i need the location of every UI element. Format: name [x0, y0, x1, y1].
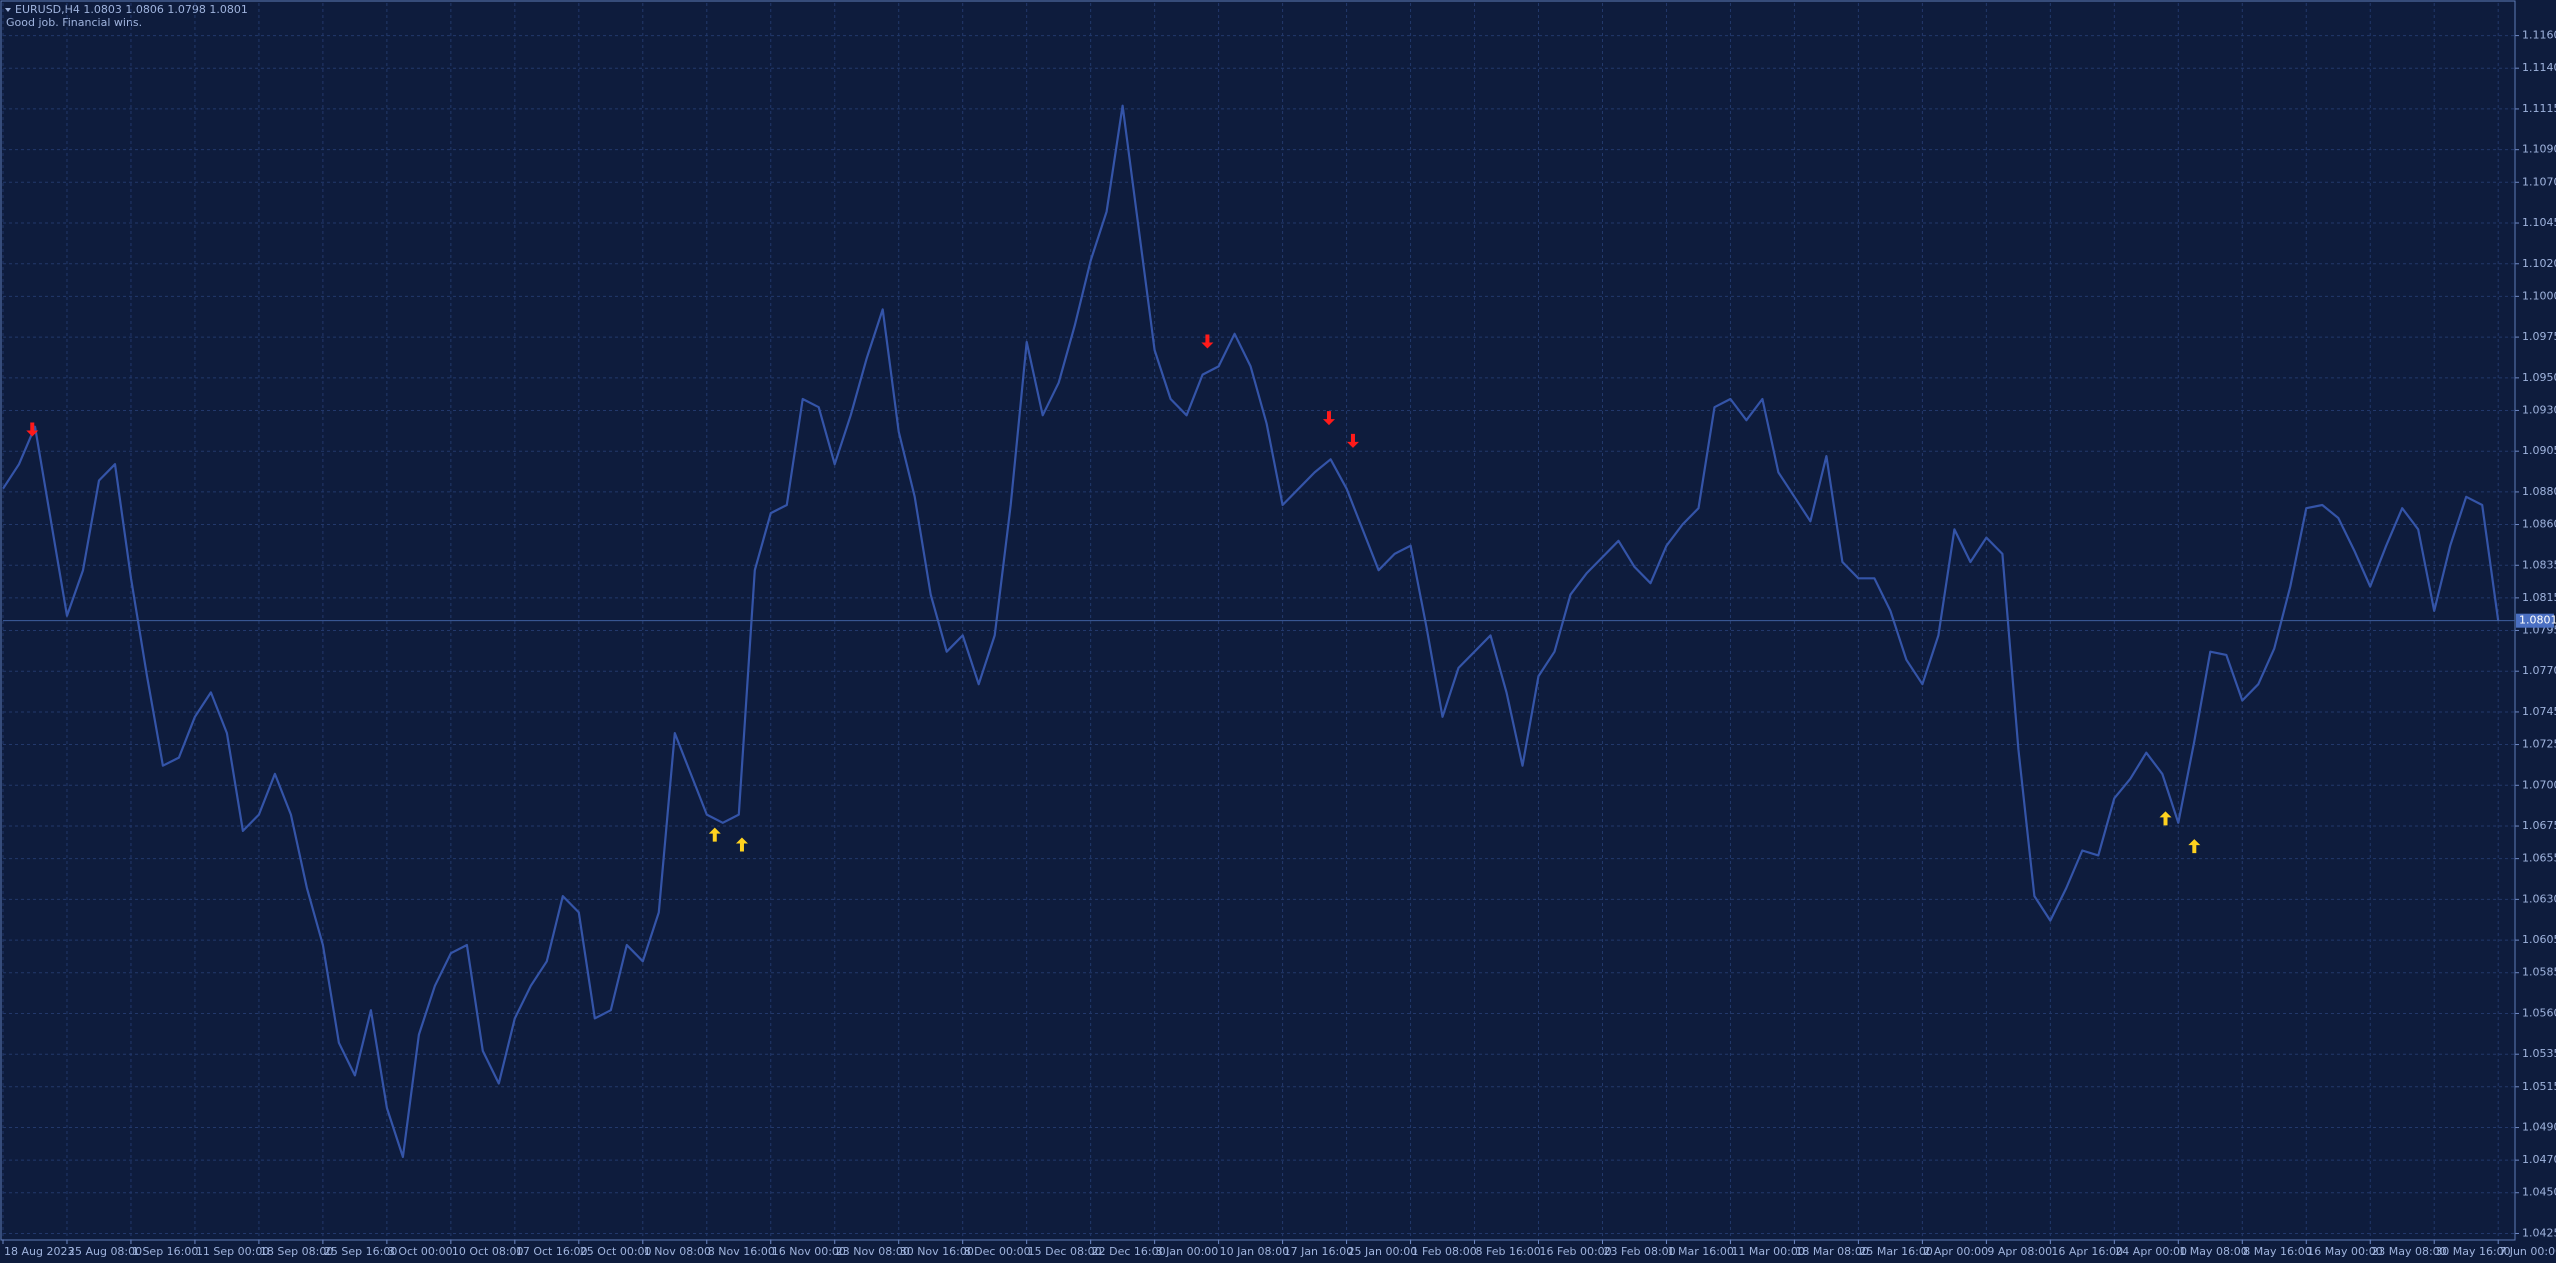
y-tick-label: 1.0950: [2522, 371, 2556, 384]
x-tick-label: 11 Mar 00:00: [1731, 1245, 1804, 1258]
x-tick-label: 22 Dec 16:00: [1092, 1245, 1166, 1258]
x-tick-label: 2 Apr 00:00: [1923, 1245, 1988, 1258]
x-tick-label: 7 Jun 00:00: [2499, 1245, 2556, 1258]
y-tick-label: 1.0675: [2522, 819, 2556, 832]
y-tick-label: 1.0815: [2522, 591, 2556, 604]
x-tick-label: 9 Apr 08:00: [1987, 1245, 2052, 1258]
current-price-box: [2516, 613, 2554, 628]
y-tick-label: 1.1020: [2522, 257, 2556, 270]
chart-subtitle: Good job. Financial wins.: [6, 16, 142, 29]
x-tick-label: 16 Nov 00:00: [772, 1245, 846, 1258]
y-tick-label: 1.0630: [2522, 892, 2556, 905]
x-tick-label: 1 May 08:00: [2179, 1245, 2247, 1258]
x-tick-label: 30 Nov 16:00: [900, 1245, 974, 1258]
y-tick-label: 1.0560: [2522, 1006, 2556, 1019]
x-tick-label: 17 Oct 16:00: [516, 1245, 588, 1258]
x-tick-label: 3 Jan 00:00: [1156, 1245, 1219, 1258]
y-tick-label: 1.0725: [2522, 738, 2556, 751]
x-tick-label: 8 Dec 00:00: [964, 1245, 1031, 1258]
x-tick-label: 25 Jan 00:00: [1348, 1245, 1418, 1258]
x-tick-label: 24 Apr 00:00: [2115, 1245, 2187, 1258]
sell-arrow: [1322, 411, 1335, 426]
x-tick-label: 17 Jan 16:00: [1284, 1245, 1354, 1258]
y-tick-label: 1.0745: [2522, 705, 2556, 718]
buy-arrow: [2188, 839, 2201, 854]
y-tick-label: 1.1115: [2522, 102, 2556, 115]
x-tick-label: 18 Sep 08:00: [260, 1245, 333, 1258]
y-tick-label: 1.0535: [2522, 1047, 2556, 1060]
x-tick-label: 3 Oct 00:00: [388, 1245, 453, 1258]
sell-arrow: [26, 422, 39, 437]
x-tick-label: 1 Nov 08:00: [644, 1245, 711, 1258]
y-tick-label: 1.0605: [2522, 933, 2556, 946]
grid: [2, 3, 2515, 1240]
y-tick-label: 1.1045: [2522, 216, 2556, 229]
y-tick-label: 1.1070: [2522, 175, 2556, 188]
x-tick-label: 8 Nov 16:00: [708, 1245, 775, 1258]
x-tick-label: 10 Oct 08:00: [452, 1245, 524, 1258]
sell-arrow: [1346, 433, 1359, 448]
x-tick-label: 23 May 08:00: [2371, 1245, 2446, 1258]
x-tick-label: 25 Sep 16:00: [324, 1245, 397, 1258]
y-tick-label: 1.0490: [2522, 1121, 2556, 1134]
x-tick-label: 23 Nov 08:00: [836, 1245, 910, 1258]
x-tick-label: 16 Apr 16:00: [2051, 1245, 2123, 1258]
x-tick-label: 1 Feb 08:00: [1412, 1245, 1477, 1258]
y-tick-label: 1.0975: [2522, 330, 2556, 343]
y-tick-label: 1.1140: [2522, 61, 2556, 74]
y-tick-label: 1.0425: [2522, 1226, 2556, 1239]
x-tick-label: 8 May 16:00: [2243, 1245, 2311, 1258]
y-tick-label: 1.0860: [2522, 518, 2556, 531]
x-tick-label: 11 Sep 00:00: [196, 1245, 269, 1258]
x-tick-label: 25 Mar 16:00: [1859, 1245, 1932, 1258]
title-toggle[interactable]: [5, 8, 11, 12]
y-tick-label: 1.0835: [2522, 558, 2556, 571]
y-tick-label: 1.0905: [2522, 444, 2556, 457]
x-tick-label: 18 Mar 08:00: [1795, 1245, 1868, 1258]
y-tick-label: 1.0450: [2522, 1186, 2556, 1199]
y-tick-label: 1.1000: [2522, 289, 2556, 302]
buy-arrow: [708, 827, 721, 842]
y-tick-label: 1.0585: [2522, 966, 2556, 979]
y-tick-label: 1.1160: [2522, 29, 2556, 42]
y-tick-label: 1.0770: [2522, 664, 2556, 677]
x-tick-label: 15 Dec 08:00: [1028, 1245, 1102, 1258]
x-tick-label: 16 Feb 00:00: [1540, 1245, 1612, 1258]
y-tick-label: 1.0470: [2522, 1153, 2556, 1166]
price-line: [2, 104, 2500, 1158]
x-tick-label: 18 Aug 2023: [4, 1245, 74, 1258]
sell-arrow: [1201, 334, 1214, 349]
x-tick-label: 8 Feb 16:00: [1476, 1245, 1541, 1258]
x-tick-label: 25 Oct 00:00: [580, 1245, 652, 1258]
x-tick-label: 1 Mar 16:00: [1667, 1245, 1733, 1258]
x-tick-label: 16 May 00:00: [2307, 1245, 2382, 1258]
buy-arrow: [735, 837, 748, 852]
buy-arrow: [2159, 811, 2172, 826]
current-price-label: 1.0801: [2519, 614, 2556, 627]
x-tick-label: 1 Sep 16:00: [132, 1245, 198, 1258]
y-tick-label: 1.1090: [2522, 143, 2556, 156]
y-tick-label: 1.0880: [2522, 485, 2556, 498]
x-tick-label: 10 Jan 08:00: [1220, 1245, 1290, 1258]
x-tick-label: 25 Aug 08:00: [68, 1245, 142, 1258]
x-tick-label: 30 May 16:00: [2435, 1245, 2510, 1258]
y-tick-label: 1.0515: [2522, 1080, 2556, 1093]
y-tick-label: 1.0930: [2522, 403, 2556, 416]
y-tick-label: 1.0700: [2522, 778, 2556, 791]
y-tick-label: 1.0655: [2522, 852, 2556, 865]
x-tick-label: 23 Feb 08:00: [1603, 1245, 1675, 1258]
